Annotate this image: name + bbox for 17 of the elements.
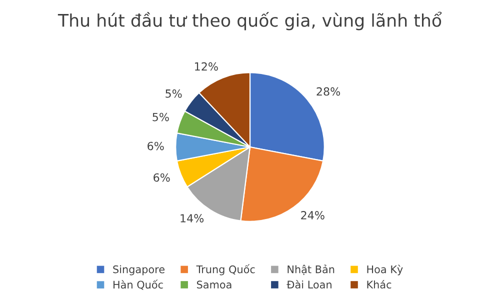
data-label: 12% [195, 62, 218, 71]
data-label: 6% [148, 142, 164, 150]
legend-label: Hàn Quốc [114, 280, 163, 290]
legend-label: Hoa Kỳ [367, 264, 403, 276]
data-label: 14% [180, 214, 204, 222]
legend-label: Trung Quốc [196, 264, 255, 276]
data-label: 28% [316, 87, 340, 96]
legend-label: Nhật Bản [288, 264, 334, 276]
data-label: 5% [152, 112, 169, 122]
legend-label: Khác [367, 280, 392, 289]
data-label: 5% [166, 89, 182, 98]
data-label: 24% [301, 211, 324, 220]
legend-label: Samoa [196, 280, 232, 289]
chart-title: Thu hút đầu tư theo quốc gia, vùng lãnh thổ [58, 12, 442, 30]
legend-label: Singapore [113, 265, 164, 276]
legend-label: Đài Loan [286, 280, 332, 289]
data-label: 6% [154, 173, 170, 182]
